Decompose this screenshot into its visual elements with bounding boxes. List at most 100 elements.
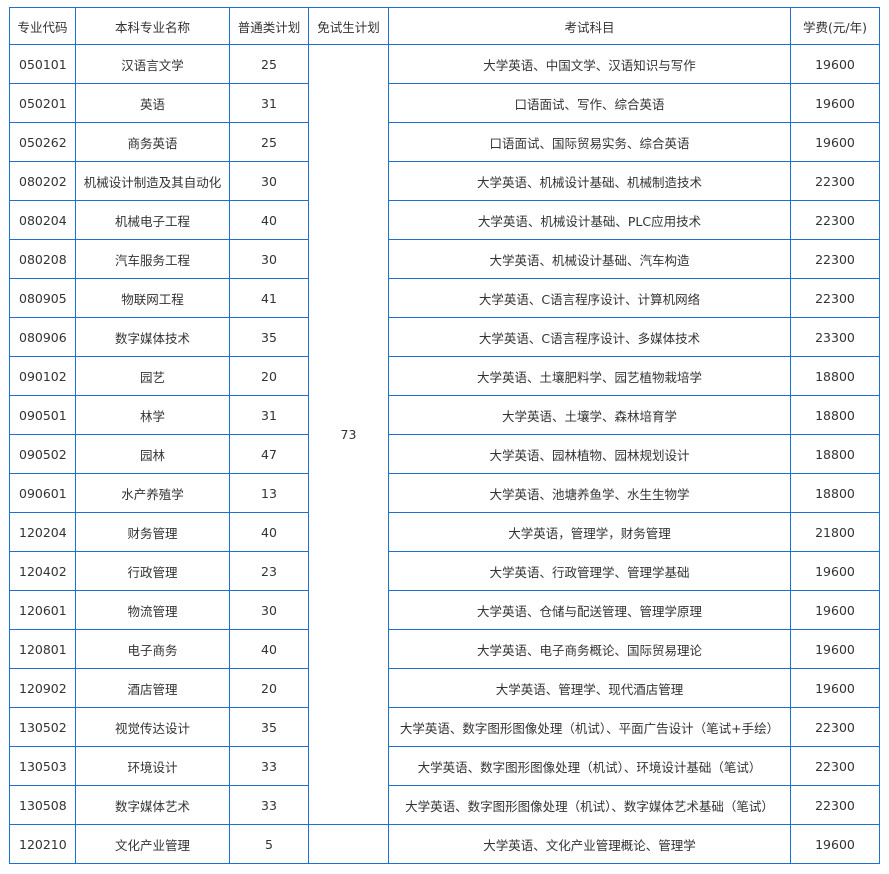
tuition-fee-cell: 18800 — [790, 434, 880, 474]
table-row: 050101 汉语言文学 25 73 大学英语、中国文学、汉语知识与写作 19600 — [9, 44, 880, 825]
tuition-fee-cell: 22300 — [790, 746, 880, 786]
tuition-fee-cell: 22300 — [790, 707, 880, 747]
major-name-cell: 数字媒体技术 — [75, 317, 230, 357]
table-row: 050201 英语 31 口语面试、写作、综合英语 19600 — [9, 83, 880, 123]
exam-subjects-cell: 大学英语、仓储与配送管理、管理学原理 — [388, 590, 791, 630]
tuition-fee-cell: 19600 — [790, 122, 880, 162]
exam-subjects-cell: 大学英语、C语言程序设计、多媒体技术 — [388, 317, 791, 357]
table-row: 120204 财务管理 40 大学英语，管理学，财务管理 21800 — [9, 512, 880, 552]
table-row: 120402 行政管理 23 大学英语、行政管理学、管理学基础 19600 — [9, 551, 880, 591]
exempt-plan-merged-cell: 73 — [308, 44, 389, 825]
exam-subjects-cell: 大学英语、土壤学、森林培育学 — [388, 395, 791, 435]
regular-plan-cell: 30 — [229, 590, 309, 630]
major-code-cell: 080208 — [9, 239, 76, 279]
regular-plan-cell: 35 — [229, 707, 309, 747]
tuition-fee-cell: 18800 — [790, 395, 880, 435]
major-name-cell: 酒店管理 — [75, 668, 230, 708]
table-row: 090601 水产养殖学 13 大学英语、池塘养鱼学、水生生物学 18800 — [9, 473, 880, 513]
tuition-fee-cell: 22300 — [790, 785, 880, 825]
major-code-cell: 080204 — [9, 200, 76, 240]
tuition-fee-cell: 19600 — [790, 629, 880, 669]
header-subjects: 考试科目 — [388, 7, 791, 45]
regular-plan-cell: 47 — [229, 434, 309, 474]
major-name-cell: 水产养殖学 — [75, 473, 230, 513]
exam-subjects-cell: 口语面试、写作、综合英语 — [388, 83, 791, 123]
exempt-plan-empty-cell — [308, 824, 389, 864]
tuition-fee-cell: 22300 — [790, 161, 880, 201]
major-code-cell: 090502 — [9, 434, 76, 474]
major-code-cell: 080202 — [9, 161, 76, 201]
exam-subjects-cell: 大学英语、机械设计基础、汽车构造 — [388, 239, 791, 279]
major-name-cell: 园艺 — [75, 356, 230, 396]
tuition-fee-cell: 18800 — [790, 356, 880, 396]
table-row: 090501 林学 31 大学英语、土壤学、森林培育学 18800 — [9, 395, 880, 435]
major-code-cell: 130503 — [9, 746, 76, 786]
exam-subjects-cell: 大学英语、电子商务概论、国际贸易理论 — [388, 629, 791, 669]
major-code-cell: 090501 — [9, 395, 76, 435]
major-code-cell: 120204 — [9, 512, 76, 552]
table-row: 130503 环境设计 33 大学英语、数字图形图像处理（机试）、环境设计基础（笔试）… — [9, 746, 880, 786]
exam-subjects-cell: 大学英语、数字图形图像处理（机试）、数字媒体艺术基础（笔试） — [388, 785, 791, 825]
major-name-cell: 英语 — [75, 83, 230, 123]
major-code-cell: 120210 — [9, 824, 76, 864]
table-row: 080208 汽车服务工程 30 大学英语、机械设计基础、汽车构造 22300 — [9, 239, 880, 279]
admissions-plan-table: 专业代码 本科专业名称 普通类计划 免试生计划 考试科目 学费(元/年) 050… — [9, 7, 880, 864]
tuition-fee-cell: 22300 — [790, 200, 880, 240]
header-plan: 普通类计划 — [229, 7, 309, 45]
tuition-fee-cell: 19600 — [790, 44, 880, 84]
exam-subjects-cell: 大学英语、中国文学、汉语知识与写作 — [388, 44, 791, 84]
major-code-cell: 120902 — [9, 668, 76, 708]
exam-subjects-cell: 大学英语、机械设计基础、PLC应用技术 — [388, 200, 791, 240]
major-code-cell: 090102 — [9, 356, 76, 396]
table-row: 090102 园艺 20 大学英语、土壤肥料学、园艺植物栽培学 18800 — [9, 356, 880, 396]
tuition-fee-cell: 18800 — [790, 473, 880, 513]
major-name-cell: 物流管理 — [75, 590, 230, 630]
regular-plan-cell: 20 — [229, 356, 309, 396]
major-name-cell: 财务管理 — [75, 512, 230, 552]
major-name-cell: 视觉传达设计 — [75, 707, 230, 747]
regular-plan-cell: 20 — [229, 668, 309, 708]
major-code-cell: 080906 — [9, 317, 76, 357]
tuition-fee-cell: 19600 — [790, 590, 880, 630]
major-name-cell: 机械设计制造及其自动化 — [75, 161, 230, 201]
header-name: 本科专业名称 — [75, 7, 230, 45]
tuition-fee-cell: 22300 — [790, 239, 880, 279]
table-row: 120601 物流管理 30 大学英语、仓储与配送管理、管理学原理 19600 — [9, 590, 880, 630]
exam-subjects-cell: 大学英语、土壤肥料学、园艺植物栽培学 — [388, 356, 791, 396]
tuition-fee-cell: 19600 — [790, 824, 880, 864]
regular-plan-cell: 31 — [229, 83, 309, 123]
header-exempt-plan: 免试生计划 — [308, 7, 389, 45]
major-name-cell: 行政管理 — [75, 551, 230, 591]
table-row: 080202 机械设计制造及其自动化 30 大学英语、机械设计基础、机械制造技术 223… — [9, 161, 880, 201]
major-name-cell: 环境设计 — [75, 746, 230, 786]
major-name-cell: 汉语言文学 — [75, 44, 230, 84]
table-row: 130502 视觉传达设计 35 大学英语、数字图形图像处理（机试）、平面广告设计（笔… — [9, 707, 880, 747]
exam-subjects-cell: 大学英语、C语言程序设计、计算机网络 — [388, 278, 791, 318]
major-name-cell: 林学 — [75, 395, 230, 435]
major-code-cell: 120402 — [9, 551, 76, 591]
major-name-cell: 物联网工程 — [75, 278, 230, 318]
exam-subjects-cell: 大学英语、池塘养鱼学、水生生物学 — [388, 473, 791, 513]
tuition-fee-cell: 19600 — [790, 668, 880, 708]
regular-plan-cell: 13 — [229, 473, 309, 513]
regular-plan-cell: 40 — [229, 200, 309, 240]
major-name-cell: 园林 — [75, 434, 230, 474]
regular-plan-cell: 35 — [229, 317, 309, 357]
regular-plan-cell: 33 — [229, 785, 309, 825]
major-code-cell: 130508 — [9, 785, 76, 825]
regular-plan-cell: 33 — [229, 746, 309, 786]
table-row: 050262 商务英语 25 口语面试、国际贸易实务、综合英语 19600 — [9, 122, 880, 162]
major-name-cell: 商务英语 — [75, 122, 230, 162]
major-code-cell: 050262 — [9, 122, 76, 162]
header-code: 专业代码 — [9, 7, 76, 45]
table-row: 080204 机械电子工程 40 大学英语、机械设计基础、PLC应用技术 22300 — [9, 200, 880, 240]
table-row: 130508 数字媒体艺术 33 大学英语、数字图形图像处理（机试）、数字媒体艺术基础… — [9, 785, 880, 825]
major-code-cell: 120801 — [9, 629, 76, 669]
header-fee: 学费(元/年) — [790, 7, 880, 45]
major-name-cell: 电子商务 — [75, 629, 230, 669]
exam-subjects-cell: 大学英语、数字图形图像处理（机试）、环境设计基础（笔试） — [388, 746, 791, 786]
tuition-fee-cell: 22300 — [790, 278, 880, 318]
table-row: 080905 物联网工程 41 大学英语、C语言程序设计、计算机网络 22300 — [9, 278, 880, 318]
table-row: 120210 文化产业管理 5 大学英语、文化产业管理概论、管理学 19600 — [9, 824, 880, 864]
major-name-cell: 数字媒体艺术 — [75, 785, 230, 825]
